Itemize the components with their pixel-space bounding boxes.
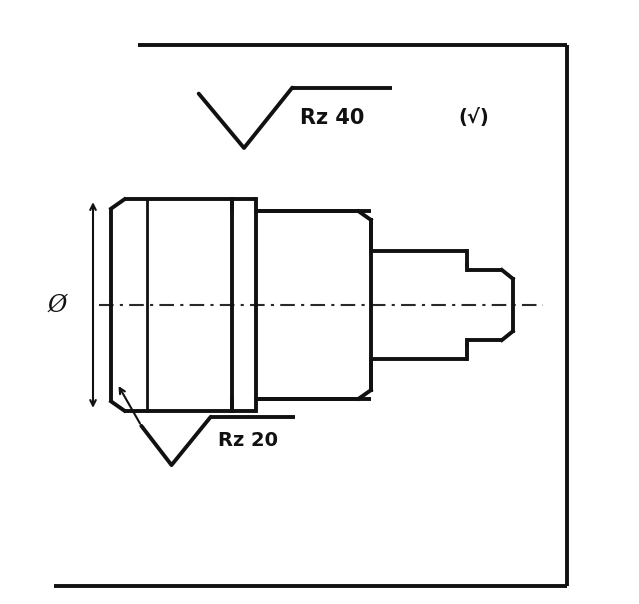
Text: (√): (√) (458, 108, 489, 127)
Text: Ø: Ø (47, 294, 66, 316)
Text: Rz 40: Rz 40 (300, 108, 364, 128)
Text: Rz 20: Rz 20 (218, 431, 278, 451)
